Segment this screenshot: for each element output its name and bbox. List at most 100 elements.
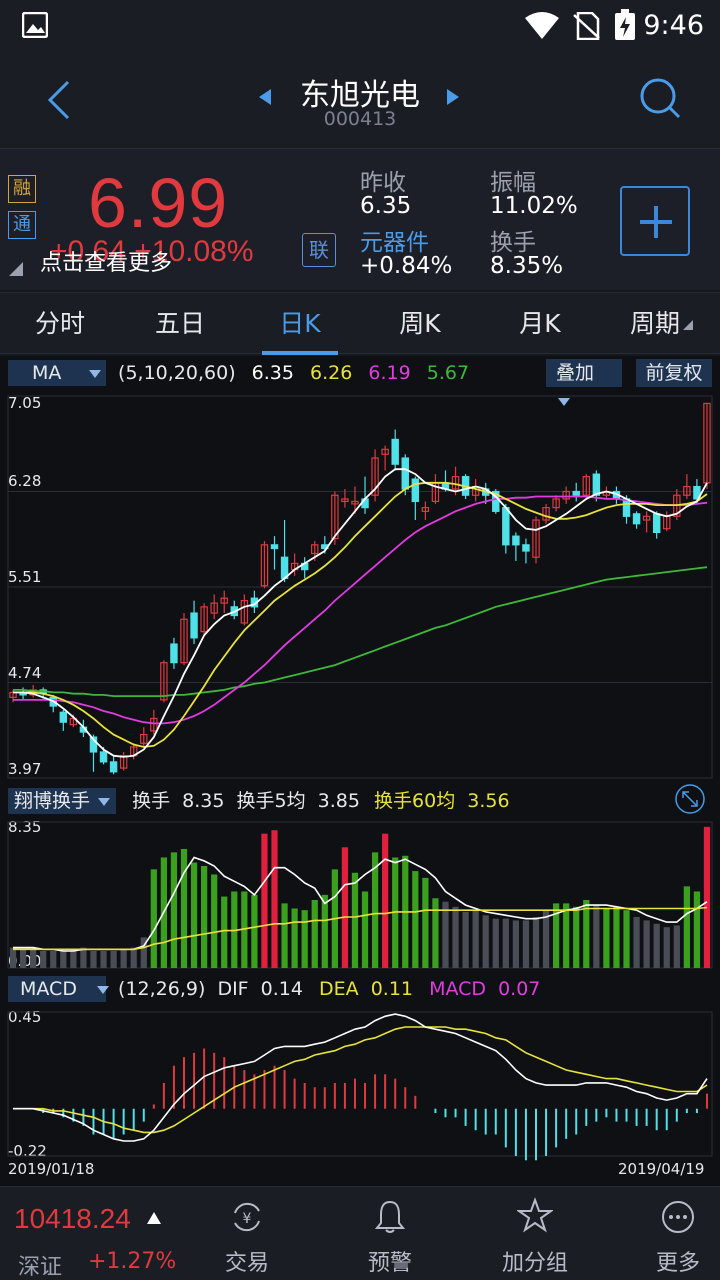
search-icon[interactable] <box>638 76 682 120</box>
turnover-indicator-bar: 翔博换手 换手 8.35 换手5均 3.85 换手60均 3.56 <box>8 786 510 814</box>
candle-body <box>351 500 359 505</box>
ma10-line <box>13 481 708 748</box>
candle-body <box>421 507 430 512</box>
ma60-line <box>13 566 708 698</box>
ma60-value: 5.67 <box>426 362 470 384</box>
prev-close-value: 6.35 <box>360 193 412 219</box>
nav-alert[interactable]: 预警 <box>340 1193 440 1280</box>
candle-body <box>59 711 68 723</box>
overlay-button[interactable]: 叠加 <box>546 359 622 406</box>
turnover-bar <box>392 857 399 968</box>
index-value[interactable]: 10418.24 <box>14 1203 131 1234</box>
candle-body <box>99 751 108 763</box>
turnover-bar <box>432 898 439 968</box>
turnover-ma5-line <box>13 856 708 952</box>
turnover-bar <box>110 950 117 968</box>
expand-icon[interactable] <box>674 783 706 815</box>
svg-text:¥: ¥ <box>243 1211 252 1227</box>
prev-stock-icon[interactable] <box>258 88 272 106</box>
candle-body <box>160 662 168 701</box>
nav-more[interactable]: 更多 <box>628 1193 720 1280</box>
add-watchlist-button[interactable] <box>620 186 690 256</box>
gallery-icon <box>22 12 48 38</box>
period-corner-icon <box>683 320 693 330</box>
macd-dropdown[interactable]: MACD <box>8 976 110 1002</box>
nav-trade[interactable]: ¥ 交易 <box>197 1193 297 1280</box>
turnover-value-2: 3.85 <box>317 790 360 812</box>
turnover-bar <box>542 910 550 968</box>
turnover-label: 换手 <box>490 230 536 256</box>
turnover-bar <box>90 950 97 968</box>
overlay-button-label: 叠加 <box>556 362 595 384</box>
nav-add-group[interactable]: 加分组 <box>485 1193 585 1280</box>
turnover-bar <box>321 894 328 968</box>
nav-add-group-label: 加分组 <box>501 1251 568 1276</box>
candle-body <box>693 485 701 500</box>
turnover-bar <box>593 905 600 968</box>
candle-body <box>220 597 228 604</box>
index-change: +1.27% <box>88 1249 177 1274</box>
ma5-value: 6.35 <box>251 362 294 384</box>
kline-chart[interactable]: MA (5,10,20,60) 6.35 6.26 6.19 5.67 叠加 前… <box>0 356 720 1186</box>
tab-five-day[interactable]: 五日 <box>154 309 205 338</box>
turnover-bar <box>462 911 469 968</box>
turnover-bar <box>271 830 278 968</box>
turnover-bar <box>180 848 188 968</box>
chart-canvas[interactable] <box>0 356 720 1186</box>
turnover-ma60-line <box>13 906 708 951</box>
prev-close-label: 昨收 <box>360 170 406 196</box>
candle-body <box>512 535 520 546</box>
candle-body <box>341 498 349 503</box>
candle-body <box>150 717 158 732</box>
turnover-bar <box>573 906 580 968</box>
status-time: 9:46 <box>643 10 704 41</box>
view-more-hint[interactable]: 点击查看更多 <box>40 251 173 276</box>
turnover-dropdown[interactable]: 翔博换手 <box>8 788 117 814</box>
connect-tag: 通 <box>8 211 36 239</box>
turnover-bar <box>311 899 318 968</box>
sector-label[interactable]: 元器件 <box>360 230 429 256</box>
macd-label: MACD <box>429 978 487 1000</box>
bell-icon <box>374 1200 406 1233</box>
amplitude-value: 11.02% <box>490 193 578 219</box>
turnover-bar <box>613 906 620 968</box>
turnover-bar <box>532 916 540 968</box>
adjust-button[interactable]: 前复权 <box>636 359 712 387</box>
candle-body <box>532 519 540 558</box>
price-tick-2: 6.28 <box>8 472 42 490</box>
turnover-bar <box>281 903 288 968</box>
macd-panel-frame <box>7 1011 713 1157</box>
candle-body <box>401 457 409 490</box>
macd-dropdown-label: MACD <box>20 978 77 1000</box>
turnover-bar <box>301 910 308 968</box>
candle-body <box>371 457 379 496</box>
quote-panel[interactable]: 融 通 6.99 +0.64 +10.08% 点击查看更多 联 昨收 6.35 … <box>0 148 720 290</box>
tab-intraday[interactable]: 分时 <box>34 309 85 338</box>
ma-dropdown[interactable]: MA <box>8 360 106 386</box>
nav-more-label: 更多 <box>655 1251 700 1276</box>
dea-label: DEA <box>319 978 359 1000</box>
turnover-bar <box>522 920 530 968</box>
candle-body <box>572 490 580 496</box>
turnover-bar <box>583 899 590 968</box>
back-icon[interactable] <box>44 78 72 122</box>
turnover-bar <box>603 908 610 968</box>
turnover-bar <box>130 947 137 968</box>
turnover-bar <box>673 925 680 968</box>
candle-body <box>542 507 550 521</box>
next-stock-icon[interactable] <box>446 88 460 106</box>
candle-body <box>582 476 591 496</box>
candle-body <box>240 600 249 624</box>
date-start: 2019/01/18 <box>8 1160 95 1178</box>
tab-monthly-k[interactable]: 月K <box>519 309 561 338</box>
linked-button[interactable]: 联 <box>302 233 336 267</box>
tab-daily-k[interactable]: 日K <box>279 309 321 338</box>
turnover-bar <box>422 877 429 968</box>
tab-weekly-k[interactable]: 周K <box>399 309 441 338</box>
active-tab-indicator <box>262 351 338 355</box>
turnover-bar <box>351 872 359 968</box>
turnover-bar <box>623 910 630 968</box>
tab-period[interactable]: 周期 <box>629 309 680 338</box>
candle-body <box>381 448 389 455</box>
candle-body <box>592 473 601 496</box>
